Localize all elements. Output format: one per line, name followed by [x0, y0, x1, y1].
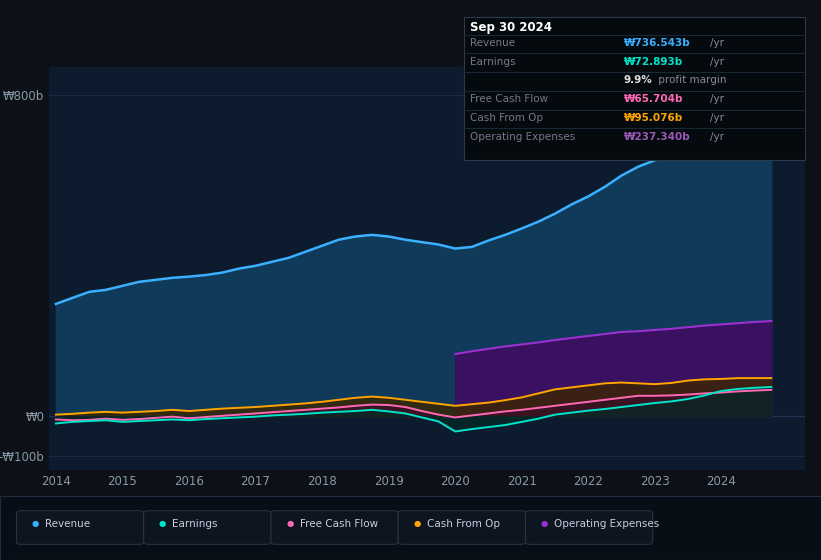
Text: ₩237.340b: ₩237.340b: [624, 132, 690, 142]
Text: ●: ●: [32, 519, 39, 528]
Text: ₩95.076b: ₩95.076b: [624, 113, 683, 123]
Text: ●: ●: [287, 519, 293, 528]
Text: ●: ●: [159, 519, 166, 528]
Text: Earnings: Earnings: [172, 519, 218, 529]
Text: ●: ●: [414, 519, 420, 528]
Text: Operating Expenses: Operating Expenses: [554, 519, 659, 529]
Text: ₩65.704b: ₩65.704b: [624, 94, 683, 104]
Text: /yr: /yr: [710, 57, 724, 67]
Text: ₩72.893b: ₩72.893b: [624, 57, 683, 67]
Text: Free Cash Flow: Free Cash Flow: [300, 519, 378, 529]
Text: Cash From Op: Cash From Op: [427, 519, 500, 529]
Text: Sep 30 2024: Sep 30 2024: [470, 21, 553, 34]
Text: 9.9%: 9.9%: [624, 76, 653, 86]
Text: Revenue: Revenue: [470, 38, 516, 48]
Text: /yr: /yr: [710, 132, 724, 142]
Text: /yr: /yr: [710, 113, 724, 123]
Text: ₩736.543b: ₩736.543b: [624, 38, 690, 48]
Text: /yr: /yr: [710, 94, 724, 104]
Text: /yr: /yr: [710, 38, 724, 48]
Text: Cash From Op: Cash From Op: [470, 113, 544, 123]
Text: ●: ●: [541, 519, 548, 528]
Text: Earnings: Earnings: [470, 57, 516, 67]
Text: Revenue: Revenue: [45, 519, 90, 529]
Text: Operating Expenses: Operating Expenses: [470, 132, 576, 142]
Text: profit margin: profit margin: [655, 76, 727, 86]
Text: Free Cash Flow: Free Cash Flow: [470, 94, 548, 104]
